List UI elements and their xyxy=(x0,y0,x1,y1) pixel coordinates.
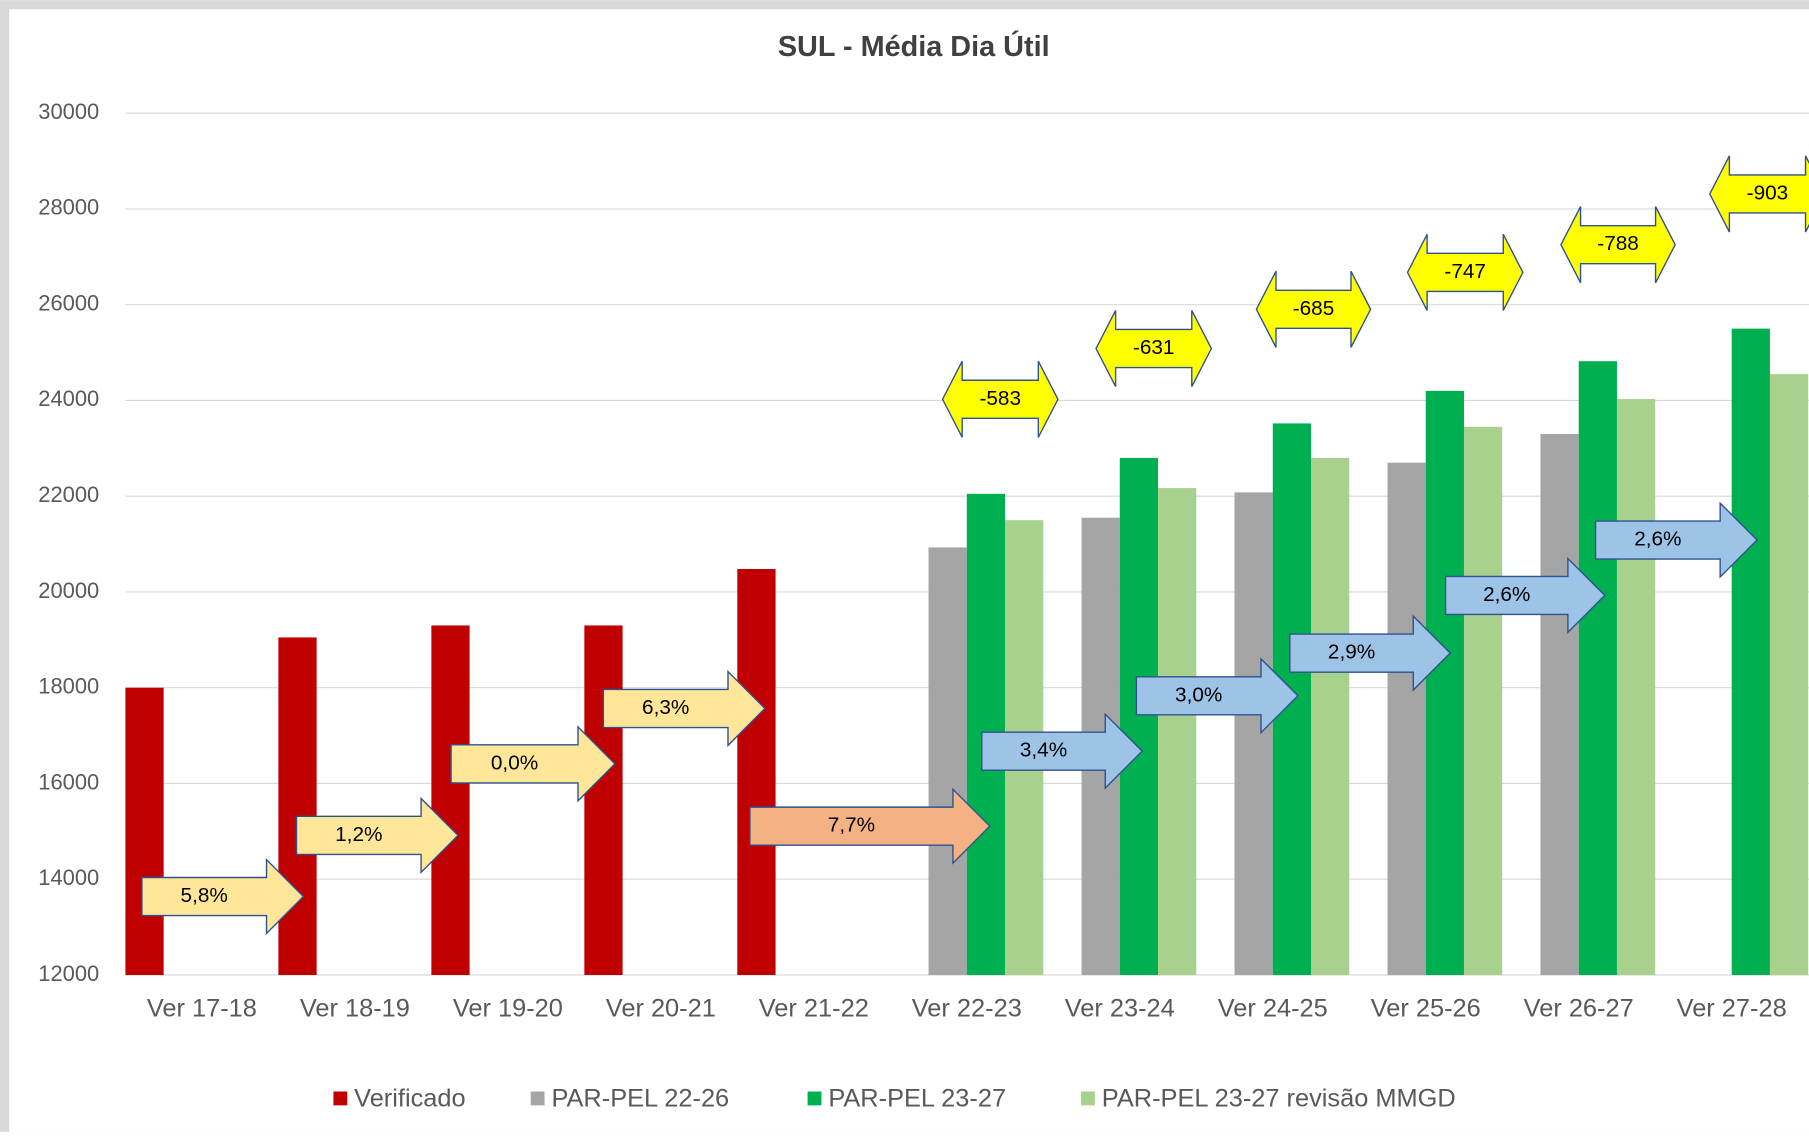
x-tick-label: Ver 22-23 xyxy=(912,994,1022,1022)
growth-arrow xyxy=(1444,556,1606,635)
difference-arrow xyxy=(1709,155,1809,233)
growth-arrow xyxy=(295,796,459,874)
x-tick-label: Ver 26-27 xyxy=(1524,994,1634,1022)
legend-label: PAR-PEL 22-26 xyxy=(551,1084,729,1112)
x-tick-label: Ver 19-20 xyxy=(453,994,563,1022)
growth-arrow xyxy=(1594,501,1759,579)
difference-label: -631 xyxy=(1133,336,1175,359)
bar xyxy=(278,637,317,975)
bar xyxy=(1311,457,1350,975)
growth-label: 6,3% xyxy=(642,696,689,719)
legend-swatch xyxy=(333,1091,348,1106)
y-tick-label: 20000 xyxy=(38,578,99,603)
legend-swatch xyxy=(530,1091,545,1106)
growth-arrow xyxy=(450,725,616,803)
legend-label: Verificado xyxy=(354,1084,465,1112)
y-tick-label: 28000 xyxy=(38,195,99,220)
growth-label: 2,6% xyxy=(1634,528,1681,551)
difference-arrow xyxy=(1560,206,1676,284)
bar xyxy=(737,568,776,975)
legend-swatch xyxy=(807,1091,822,1106)
x-tick-label: Ver 24-25 xyxy=(1218,994,1328,1022)
growth-arrow xyxy=(981,712,1144,790)
bar xyxy=(1234,492,1273,975)
difference-arrow xyxy=(1095,310,1213,387)
difference-arrow xyxy=(941,360,1059,438)
bar xyxy=(125,687,164,975)
x-tick-label: Ver 21-22 xyxy=(759,994,869,1022)
difference-label: -583 xyxy=(979,387,1021,410)
legend-label: PAR-PEL 23-27 xyxy=(828,1084,1006,1112)
difference-label: -903 xyxy=(1747,181,1789,204)
growth-label: 1,2% xyxy=(335,823,382,846)
growth-arrow xyxy=(602,669,766,748)
growth-label: 5,8% xyxy=(181,884,228,907)
x-tick-label: Ver 25-26 xyxy=(1371,994,1481,1022)
growth-arrow xyxy=(1135,657,1299,735)
bar xyxy=(1119,457,1159,975)
bar xyxy=(584,625,623,975)
y-tick-label: 24000 xyxy=(38,386,99,411)
bar xyxy=(928,547,967,975)
y-tick-label: 22000 xyxy=(38,482,99,507)
y-tick-label: 14000 xyxy=(38,865,99,890)
difference-label: -788 xyxy=(1597,232,1639,255)
growth-arrow xyxy=(141,857,305,936)
y-tick-label: 30000 xyxy=(38,99,99,124)
difference-label: -747 xyxy=(1444,260,1486,283)
x-tick-label: Ver 27-28 xyxy=(1677,994,1787,1022)
bar xyxy=(1463,426,1503,975)
x-tick-label: Ver 23-24 xyxy=(1065,994,1175,1022)
growth-label: 2,9% xyxy=(1328,641,1375,664)
bar xyxy=(1425,390,1464,975)
legend-swatch xyxy=(1081,1091,1095,1106)
y-tick-label: 26000 xyxy=(38,290,99,315)
y-tick-label: 12000 xyxy=(38,961,99,986)
bar xyxy=(1540,433,1579,975)
y-tick-label: 16000 xyxy=(38,769,99,794)
bar xyxy=(1616,399,1656,975)
bar xyxy=(1769,374,1809,975)
growth-label: 0,0% xyxy=(491,751,538,774)
x-tick-label: Ver 17-18 xyxy=(147,994,257,1022)
legend-label: PAR-PEL 23-27 revisão MMGD xyxy=(1102,1084,1456,1112)
growth-label: 2,6% xyxy=(1483,583,1530,606)
difference-label: -685 xyxy=(1293,297,1335,320)
bar xyxy=(1158,488,1197,975)
x-tick-label: Ver 20-21 xyxy=(606,994,716,1022)
bar xyxy=(431,625,470,975)
chart-title: SUL - Média Dia Útil xyxy=(778,29,1050,63)
growth-label: 3,0% xyxy=(1175,683,1222,706)
x-tick-label: Ver 18-19 xyxy=(300,994,410,1022)
growth-arrow xyxy=(749,787,991,865)
growth-label: 3,4% xyxy=(1020,739,1067,762)
growth-arrow xyxy=(1289,614,1452,692)
difference-arrow xyxy=(1406,233,1524,311)
difference-arrow xyxy=(1255,270,1372,348)
y-tick-label: 18000 xyxy=(38,674,99,699)
bar xyxy=(1731,328,1770,975)
bar xyxy=(1387,462,1426,975)
growth-label: 7,7% xyxy=(828,814,875,837)
bar xyxy=(1578,361,1617,975)
